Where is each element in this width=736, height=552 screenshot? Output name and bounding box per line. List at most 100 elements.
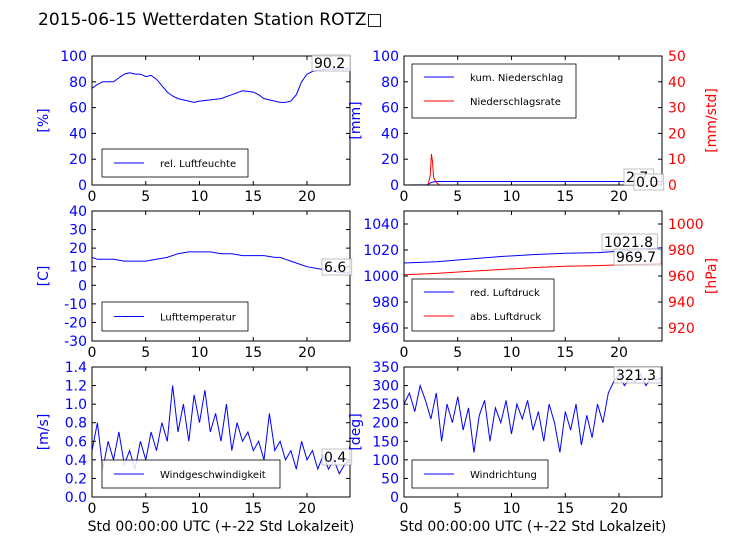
x-tick-label-humidity-3: 15 [244, 189, 262, 205]
x-tick-label-precip-4: 20 [610, 189, 628, 205]
y-tick-label-precip-0: 0 [390, 178, 399, 194]
annotation-box-pressure-1 [613, 248, 662, 266]
axes-frame-humidity [91, 55, 351, 186]
y-tick-label-wind_direction-2: 100 [372, 453, 399, 469]
annotation-temperature-0: 6.6 [324, 260, 346, 276]
chart-pressure: 0 5 10 15 20 960 980 1000 1020 1040 920 940 960 980 10… [363, 210, 720, 361]
legend-label-pressure-0: red. Luftdruck [470, 288, 540, 299]
annotation-box-wind_direction-0 [613, 366, 662, 384]
x-tick-label-precip-0: 0 [400, 189, 409, 205]
y-tick-label-temperature-6: 30 [69, 223, 87, 239]
chart-wind_speed: 0 5 10 15 20 0.0 0.2 0.4 0.6 0.8 1.0 1.2 1.4 [m/s] Std… [36, 360, 354, 535]
y-tick-label-temperature-2: -10 [64, 297, 87, 313]
x-tick-label-temperature-3: 15 [244, 345, 262, 361]
y-tick-label-wind_speed-7: 1.4 [65, 360, 87, 376]
y-axis-label-humidity: [%] [36, 108, 52, 132]
y-tick-label-pressure-3: 1020 [363, 243, 399, 259]
y-tick-label-pressure-2: 1000 [363, 269, 399, 285]
x-tick-label-temperature-0: 0 [88, 345, 97, 361]
x-tick-label-wind_direction-0: 0 [400, 501, 409, 517]
annotation-box-humidity-0 [311, 54, 351, 72]
y-tick-right-label-precip-5: 50 [668, 49, 686, 65]
x-tick-label-humidity-4: 20 [298, 189, 316, 205]
y-tick-label-wind_speed-6: 1.2 [65, 379, 87, 395]
chart-precip: 0 5 10 15 20 0 20 40 60 80 100 0 10 20 30 40 50 [mm] [mm/s… [348, 49, 720, 205]
y-tick-label-precip-5: 100 [372, 49, 399, 65]
y-tick-right-label-precip-1: 10 [668, 152, 686, 168]
y-tick-right-label-precip-2: 20 [668, 126, 686, 142]
annotation-wind_direction-0: 321.3 [616, 368, 656, 384]
x-tick-label-wind_speed-3: 15 [244, 501, 262, 517]
series-line-temperature-0 [92, 251, 350, 274]
x-tick-label-pressure-3: 15 [556, 345, 574, 361]
y-tick-label-wind_speed-0: 0.0 [65, 490, 87, 506]
y-tick-label-wind_direction-6: 300 [372, 379, 399, 395]
x-tick-label-wind_speed-2: 10 [191, 501, 209, 517]
x-tick-label-wind_direction-3: 15 [556, 501, 574, 517]
y-tick-right-label-pressure-3: 980 [668, 243, 695, 259]
annotation-pressure-0: 1021.8 [604, 235, 653, 251]
series-line-precip-1 [404, 153, 662, 185]
legend-label-wind_speed-0: Windgeschwindigkeit [160, 470, 266, 481]
y-tick-right-label-precip-3: 30 [668, 101, 686, 117]
y-tick-label-pressure-4: 1040 [363, 217, 399, 233]
x-tick-label-pressure-1: 5 [453, 345, 462, 361]
y-tick-label-wind_direction-5: 250 [372, 397, 399, 413]
legend-label-precip-0: kum. Niederschlag [470, 73, 563, 84]
y-tick-label-wind_direction-7: 350 [372, 360, 399, 376]
y-axis-label-wind_direction: [deg] [348, 413, 364, 450]
x-tick-label-precip-1: 5 [453, 189, 462, 205]
x-tick-label-temperature-2: 10 [191, 345, 209, 361]
legend-label-temperature-0: Lufttemperatur [160, 313, 237, 324]
y-tick-label-wind_speed-2: 0.4 [65, 453, 87, 469]
legend-label-wind_direction-0: Windrichtung [470, 470, 537, 481]
y-tick-label-humidity-1: 20 [69, 152, 87, 168]
y-tick-label-precip-4: 80 [381, 75, 399, 91]
legend-label-precip-1: Niederschlagsrate [470, 97, 561, 108]
x-tick-label-wind_direction-2: 10 [503, 501, 521, 517]
annotation-pressure-1: 969.7 [616, 250, 656, 266]
annotation-box-wind_speed-0 [321, 448, 353, 466]
axes-frame-wind_speed [91, 366, 351, 498]
y-tick-label-wind_direction-3: 150 [372, 434, 399, 450]
x-axis-label-wind_direction: Std 00:00:00 UTC (+-22 Std Lokalzeit) [400, 519, 667, 535]
x-tick-label-pressure-2: 10 [503, 345, 521, 361]
chart-humidity: 0 5 10 15 20 0 20 40 60 80 100 [%] 90.2 rel. Luftfeuc… [36, 49, 351, 205]
y-tick-label-pressure-0: 960 [372, 321, 399, 337]
annotation-wind_speed-0: 0.4 [324, 450, 346, 466]
y-tick-label-temperature-3: 0 [78, 278, 87, 294]
y-tick-label-wind_direction-0: 0 [390, 490, 399, 506]
legend-box-precip [411, 63, 577, 119]
x-tick-label-wind_speed-0: 0 [88, 501, 97, 517]
x-tick-label-humidity-2: 10 [191, 189, 209, 205]
y-tick-right-label-precip-0: 0 [668, 178, 677, 194]
x-tick-label-humidity-0: 0 [88, 189, 97, 205]
legend-label-pressure-1: abs. Luftdruck [470, 312, 541, 323]
y-tick-label-temperature-1: -20 [64, 315, 87, 331]
y-tick-label-wind_speed-4: 0.8 [65, 416, 87, 432]
y-tick-label-temperature-5: 20 [69, 241, 87, 257]
y-tick-label-wind_speed-3: 0.6 [65, 434, 87, 450]
y-axis-label-temperature: [C] [36, 266, 52, 287]
x-tick-label-wind_speed-4: 20 [298, 501, 316, 517]
y-tick-label-humidity-3: 60 [69, 101, 87, 117]
y-axis-label-wind_speed: [m/s] [36, 414, 52, 451]
legend-label-humidity-0: rel. Luftfeuchte [160, 159, 236, 170]
x-tick-label-wind_direction-4: 20 [610, 501, 628, 517]
y-tick-label-wind_speed-1: 0.2 [65, 471, 87, 487]
x-tick-label-temperature-1: 5 [141, 345, 150, 361]
x-tick-label-precip-2: 10 [503, 189, 521, 205]
y-tick-right-label-pressure-4: 1000 [668, 217, 704, 233]
y-tick-label-humidity-4: 80 [69, 75, 87, 91]
y-tick-label-humidity-2: 40 [69, 126, 87, 142]
y-tick-right-label-pressure-2: 960 [668, 269, 695, 285]
chart-temperature: 0 5 10 15 20 -30 -20 -10 0 10 20 30 40 [C] 6.6 Lufttemp… [36, 204, 353, 361]
y-tick-label-temperature-0: -30 [64, 334, 87, 350]
series-line-humidity-0 [92, 68, 350, 103]
axes-frame-temperature [91, 210, 351, 342]
series-line-wind_direction-0 [404, 373, 662, 453]
y-tick-label-wind_direction-4: 200 [372, 416, 399, 432]
annotation-humidity-0: 90.2 [314, 56, 345, 72]
y-tick-right-label-pressure-0: 920 [668, 321, 695, 337]
